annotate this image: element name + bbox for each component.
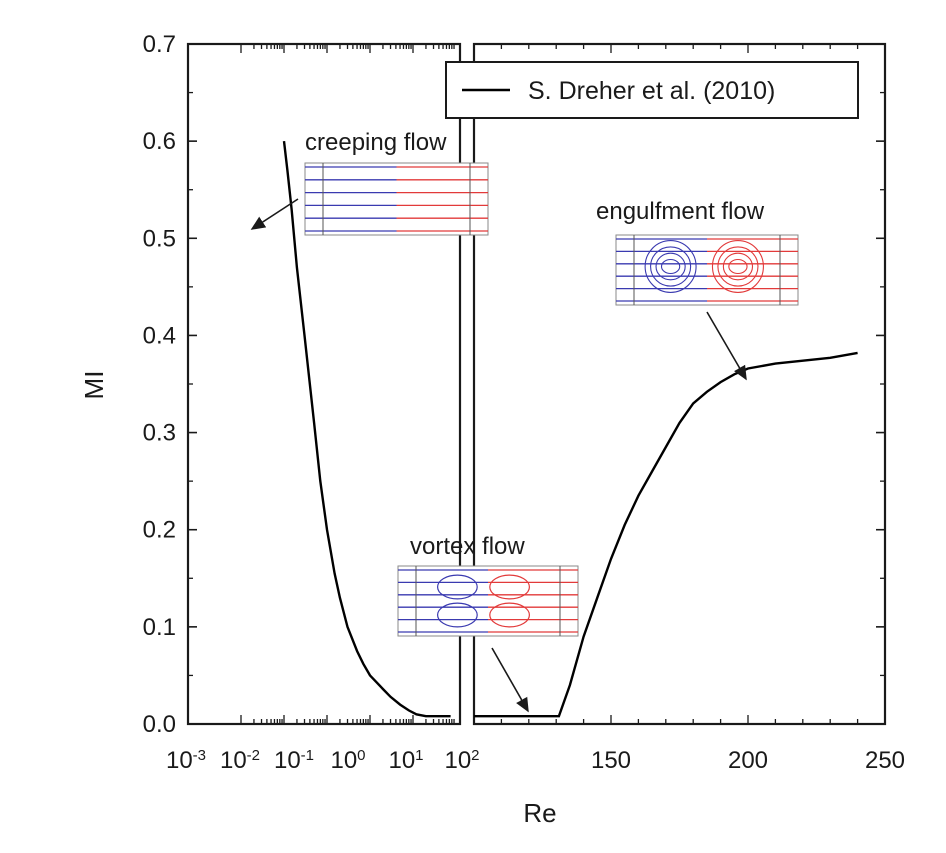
vortex-flow-inset-frame [397, 565, 579, 637]
creeping-flow-label: creeping flow [305, 129, 447, 156]
y-tick-label: 0.3 [143, 420, 176, 447]
engulf-vortex-red [711, 240, 764, 293]
engulfment-flow-inset-frame [615, 234, 799, 306]
x-tick-label: 150 [591, 747, 631, 774]
flow-insets [304, 162, 799, 637]
x-tick-label-log: 101 [388, 747, 423, 775]
engulf-vortex-blue [644, 240, 697, 293]
engulf-vortex-blue [660, 258, 681, 275]
y-tick-label: 0.7 [143, 31, 176, 58]
engulf-vortex-red [717, 246, 759, 287]
series-line-left [282, 140, 451, 718]
tick-labels: 0.0 0.1 0.2 0.3 0.4 0.5 0.6 0.7 10-3 10-2 10-1 100 1… [143, 31, 905, 774]
vortex-blue [437, 602, 478, 628]
y-tick-label: 0.2 [143, 517, 176, 544]
annotation-arrows [250, 198, 747, 713]
x-axis-title: Re [523, 798, 556, 828]
engulfment-arrow [706, 311, 747, 381]
x-tick-label-log: 100 [330, 747, 365, 775]
vortex-red [489, 602, 531, 628]
vortex-blue [437, 574, 478, 600]
engulfment-flow-inset [615, 234, 799, 306]
x-tick-label-log: 102 [444, 747, 479, 775]
vortex-arrow [491, 647, 529, 713]
x-tick-label-log: 10-1 [274, 747, 314, 775]
y-tick-label: 0.1 [143, 614, 176, 641]
creeping-flow-inset-frame [304, 162, 489, 236]
y-tick-label: 0.6 [143, 128, 176, 155]
engulf-vortex-red [728, 258, 748, 275]
legend: S. Dreher et al. (2010) [445, 61, 859, 119]
axis-ticks [188, 43, 886, 725]
series-layer [282, 140, 858, 718]
series-line-right [474, 351, 858, 718]
y-tick-label: 0.5 [143, 225, 176, 252]
y-tick-label: 0.0 [143, 711, 176, 738]
y-tick-label: 0.4 [143, 322, 176, 349]
x-tick-label: 200 [728, 747, 768, 774]
vortex-flow-label: vortex flow [410, 533, 525, 560]
x-tick-label: 250 [865, 747, 905, 774]
engulf-vortex-blue [655, 252, 686, 281]
creeping-flow-inset [304, 162, 489, 236]
engulf-vortex-red [722, 252, 754, 281]
engulfment-flow-label: engulfment flow [596, 198, 765, 225]
engulf-vortex-blue [650, 246, 692, 287]
creeping-arrow [250, 198, 299, 230]
legend-box [445, 61, 859, 119]
y-axis-title: MI [79, 371, 109, 400]
vortex-red [489, 574, 531, 600]
x-tick-label-log: 10-2 [220, 747, 260, 775]
vortex-flow-inset [397, 565, 579, 637]
x-tick-label-log: 10-3 [166, 747, 206, 775]
legend-label: S. Dreher et al. (2010) [528, 77, 775, 105]
